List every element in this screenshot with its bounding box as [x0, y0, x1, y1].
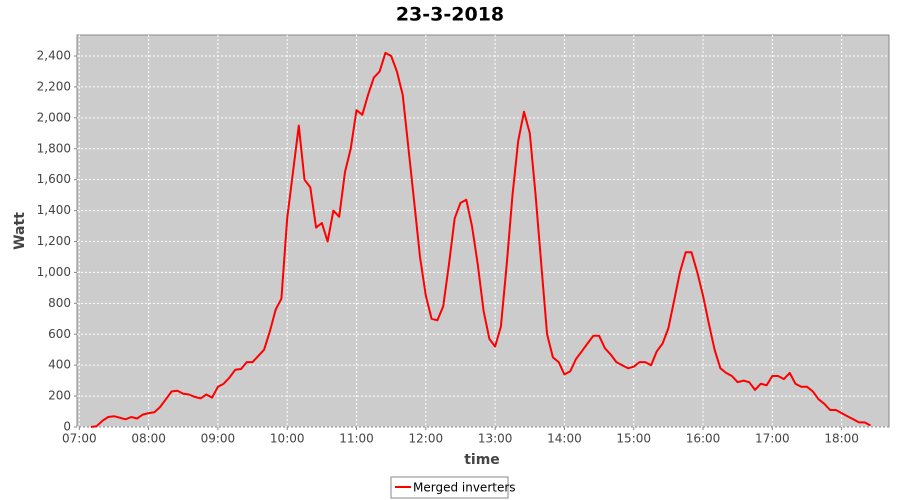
x-tick-label: 07:00 [62, 432, 97, 446]
x-tick-label: 16:00 [686, 432, 721, 446]
x-tick-label: 10:00 [270, 432, 305, 446]
y-tick-label: 2,400 [37, 49, 71, 63]
x-axis-label: time [464, 452, 500, 468]
x-tick-label: 15:00 [616, 432, 651, 446]
x-tick-label: 08:00 [131, 432, 166, 446]
plot-area [76, 34, 890, 428]
x-tick-label: 11:00 [339, 432, 374, 446]
x-tick-label: 14:00 [547, 432, 582, 446]
x-tick-label: 18:00 [824, 432, 859, 446]
y-axis-label: Watt [12, 212, 28, 250]
x-tick-label: 13:00 [478, 432, 513, 446]
y-tick-label: 600 [48, 327, 71, 341]
y-tick-label: 1,600 [37, 172, 71, 186]
y-tick-label: 400 [48, 358, 71, 372]
y-tick-label: 800 [48, 296, 71, 310]
chart-title: 23-3-2018 [396, 4, 504, 26]
y-tick-label: 1,400 [37, 203, 71, 217]
y-tick-label: 2,200 [37, 79, 71, 93]
y-tick-label: 1,200 [37, 234, 71, 248]
y-tick-label: 2,000 [37, 110, 71, 124]
y-tick-label: 200 [48, 389, 71, 403]
y-tick-label: 0 [63, 420, 71, 434]
x-tick-label: 12:00 [409, 432, 444, 446]
y-tick-label: 1,000 [37, 265, 71, 279]
y-tick-label: 1,800 [37, 141, 71, 155]
legend-label: Merged inverters [413, 481, 516, 495]
line [90, 51, 871, 428]
legend [390, 476, 509, 499]
x-tick-label: 17:00 [755, 432, 790, 446]
x-tick-label: 09:00 [201, 432, 236, 446]
